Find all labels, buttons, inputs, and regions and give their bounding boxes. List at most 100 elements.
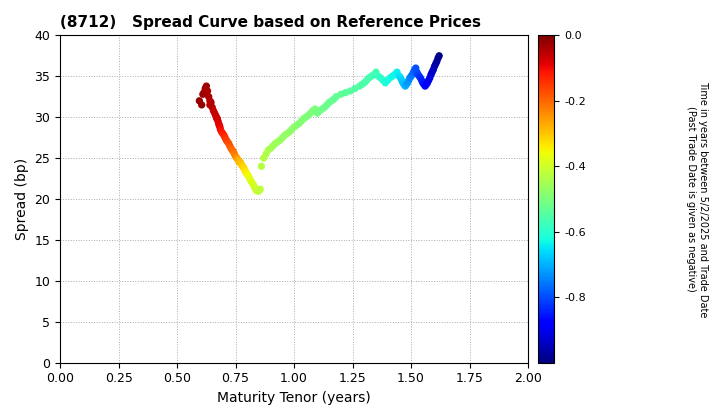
Point (220, 137, 232, 144)
Point (413, 73, 425, 80)
Point (384, 74, 396, 81)
Point (203, 93, 215, 100)
Point (379, 79, 391, 86)
Point (288, 123, 300, 130)
Point (196, 102, 207, 108)
Point (241, 171, 253, 178)
Point (330, 93, 342, 100)
Point (248, 184, 260, 190)
Point (201, 83, 212, 89)
Point (297, 116, 309, 122)
Point (354, 83, 365, 89)
Point (226, 147, 238, 153)
Point (433, 52, 445, 59)
Point (211, 116, 222, 122)
Point (238, 165, 250, 171)
Point (228, 148, 239, 155)
Point (398, 81, 410, 88)
Point (307, 107, 318, 114)
Point (263, 147, 274, 153)
Point (217, 130, 228, 137)
Point (276, 134, 288, 141)
Point (224, 142, 235, 149)
Point (267, 142, 279, 149)
Point (405, 73, 417, 80)
Point (253, 187, 265, 194)
Point (328, 96, 340, 102)
Point (387, 73, 398, 80)
Point (426, 71, 437, 78)
Point (250, 186, 261, 192)
Point (254, 186, 266, 192)
Point (209, 110, 220, 116)
Point (314, 107, 325, 114)
Point (403, 77, 415, 84)
Point (215, 126, 226, 133)
Point (323, 99, 335, 106)
Point (415, 74, 426, 81)
Point (225, 145, 237, 152)
Point (418, 81, 430, 88)
Point (411, 69, 423, 76)
Point (230, 153, 241, 160)
Point (335, 91, 346, 97)
Point (400, 81, 412, 88)
Point (361, 77, 372, 84)
Point (325, 97, 337, 104)
Point (211, 114, 222, 121)
Point (235, 159, 246, 165)
Point (389, 71, 400, 78)
Point (400, 83, 411, 89)
Point (413, 71, 424, 78)
Point (244, 175, 256, 182)
Point (204, 97, 216, 104)
Point (428, 63, 440, 70)
Point (222, 138, 233, 145)
Point (321, 102, 333, 108)
Point (431, 58, 443, 65)
Point (207, 104, 218, 111)
Point (274, 137, 286, 144)
Point (216, 129, 228, 135)
Point (377, 77, 389, 84)
Point (260, 151, 271, 158)
Point (265, 145, 276, 152)
Point (252, 187, 264, 194)
Point (202, 88, 213, 94)
Point (210, 112, 222, 119)
Y-axis label: Time in years between 5/2/2025 and Trade Date
(Past Trade Date is given as negat: Time in years between 5/2/2025 and Trade… (686, 81, 708, 317)
Point (344, 88, 356, 94)
Point (410, 65, 421, 71)
Point (198, 89, 210, 96)
Point (237, 163, 248, 170)
Point (356, 81, 368, 88)
Point (310, 106, 321, 113)
Point (232, 156, 243, 163)
Point (319, 104, 330, 111)
Point (402, 79, 413, 86)
Point (222, 140, 234, 147)
Point (422, 79, 433, 86)
Point (295, 118, 307, 125)
Point (396, 77, 408, 84)
Point (246, 179, 258, 186)
Point (300, 114, 312, 121)
Point (424, 74, 436, 81)
Point (305, 110, 316, 116)
Point (375, 74, 387, 81)
Point (231, 155, 243, 161)
Point (349, 85, 361, 92)
Point (363, 74, 374, 81)
Point (218, 132, 230, 139)
Point (220, 134, 231, 141)
Point (420, 81, 432, 88)
Point (233, 159, 245, 165)
Point (284, 129, 295, 135)
Point (312, 110, 323, 116)
Point (197, 91, 209, 97)
Point (407, 71, 418, 78)
Point (212, 118, 224, 125)
Point (394, 73, 405, 80)
Point (194, 97, 205, 104)
Point (243, 173, 254, 179)
